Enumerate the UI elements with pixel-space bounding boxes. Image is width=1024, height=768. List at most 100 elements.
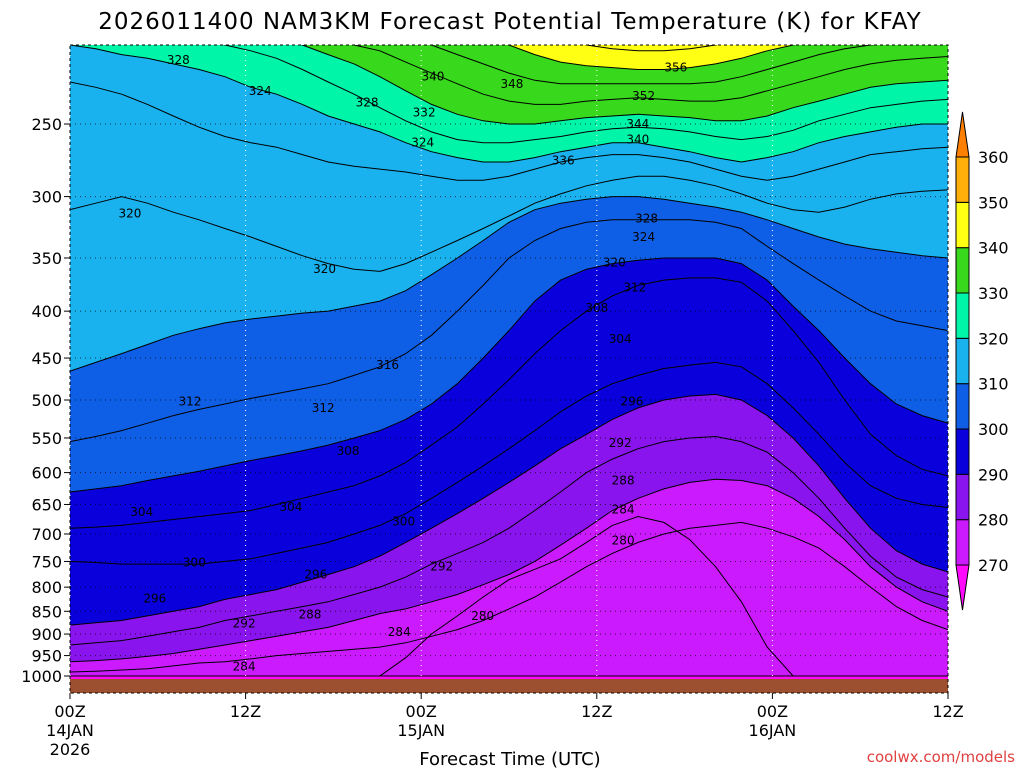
chart-title: 2026011400 NAM3KM Forecast Potential Tem… [98, 9, 921, 35]
colorbar-label: 300 [978, 420, 1009, 439]
y-tick-label: 850 [31, 602, 62, 621]
y-tick-label: 500 [31, 391, 62, 410]
contour-label: 324 [411, 136, 434, 150]
colorbar-label: 310 [978, 375, 1009, 394]
colorbar-band [955, 428, 970, 475]
x-axis-label: Forecast Time (UTC) [419, 749, 600, 768]
contour-label: 328 [167, 53, 190, 67]
colorbar-band [955, 156, 970, 203]
contour-label: 324 [632, 230, 655, 244]
x-tick-date: 15JAN [397, 721, 445, 740]
contour-label: 284 [612, 502, 635, 516]
x-tick-label: 00Z [757, 702, 788, 721]
colorbar-band [955, 383, 970, 430]
contour-label: 300 [392, 514, 415, 528]
x-tick-date: 16JAN [749, 721, 797, 740]
contour-label: 304 [130, 505, 153, 519]
contour-label: 300 [183, 556, 206, 570]
contour-label: 340 [421, 70, 444, 84]
x-tick-label: 12Z [932, 702, 963, 721]
colorbar-label: 330 [978, 284, 1009, 303]
contour-label: 344 [626, 117, 649, 131]
contour-label: 320 [119, 206, 142, 220]
y-tick-label: 400 [31, 302, 62, 321]
contour-label: 320 [603, 256, 626, 270]
contour-line-340 [351, 45, 948, 105]
contour-label: 304 [280, 500, 303, 514]
colorbar-band [955, 201, 970, 249]
contour-lines [70, 35, 948, 677]
contour-line-332 [222, 45, 948, 144]
x-tick-label: 12Z [230, 702, 261, 721]
contour-label: 356 [664, 61, 687, 75]
colorbar-label: 320 [978, 329, 1009, 348]
plot-area: 328 324 340 328 332 348 356 352 344 340 324 336 320 3… [70, 35, 948, 693]
contour-line-328 [70, 45, 948, 163]
contour-label: 280 [612, 534, 635, 548]
contour-line-312 [70, 219, 948, 443]
contour-label: 336 [552, 154, 575, 168]
contour-label: 292 [233, 617, 256, 631]
contour-label: 324 [249, 84, 272, 98]
contour-line-308 [70, 257, 948, 493]
contour-label: 332 [413, 106, 436, 120]
filled-contours [70, 45, 948, 693]
fill-band-280 [70, 516, 948, 693]
contour-label: 280 [471, 609, 494, 623]
contour-label: 284 [388, 625, 411, 639]
contour-label: 308 [337, 444, 360, 458]
contour-line-296 [70, 393, 948, 626]
colorbar-legend: 270 280 290 300 310 320 330 340 350 360 [955, 111, 1009, 611]
contour-label: 312 [623, 281, 646, 295]
x-tick-year: 2026 [50, 740, 91, 759]
contour-label: 312 [312, 401, 335, 415]
y-tick-label: 750 [31, 552, 62, 571]
contour-label: 352 [632, 89, 655, 103]
y-axis: 250 300 350 400 450 500 550 600 650 700 750 800 850 9… [21, 115, 70, 686]
contour-label: 292 [430, 560, 453, 574]
dotted-grid [70, 45, 948, 693]
contour-label: 288 [612, 473, 635, 487]
contour-line-288 [70, 478, 948, 663]
contour-label: 308 [585, 301, 608, 315]
colorbar-high-arrow [955, 111, 970, 158]
contour-labels: 328 324 340 328 332 348 356 352 344 340 324 336 320 3… [119, 53, 688, 674]
contour-label: 328 [635, 212, 658, 226]
contour-line-280 [70, 515, 948, 677]
colorbar-low-arrow [955, 564, 970, 611]
contour-label: 284 [233, 660, 256, 674]
contour-label: 304 [609, 332, 632, 346]
contour-label: 292 [609, 436, 632, 450]
plot-frame [69, 44, 949, 694]
ground-surface [70, 679, 948, 693]
y-tick-label: 900 [31, 625, 62, 644]
credit-text: coolwx.com/models [867, 748, 1015, 766]
colorbar-band [955, 473, 970, 521]
contour-label: 328 [356, 96, 379, 110]
y-tick-label: 600 [31, 464, 62, 483]
colorbar-label: 360 [978, 148, 1009, 167]
contour-label: 296 [620, 395, 643, 409]
contour-label: 348 [500, 77, 523, 91]
y-tick-label: 250 [31, 115, 62, 134]
contour-line-284 [70, 521, 948, 673]
contour-line-300 [70, 361, 948, 565]
contour-label: 296 [143, 591, 166, 605]
colorbar-band [955, 519, 970, 566]
colorbar-band [955, 247, 970, 294]
contour-line-292 [70, 435, 948, 646]
y-tick-label: 350 [31, 249, 62, 268]
y-tick-label: 550 [31, 429, 62, 448]
contour-line-356 [70, 35, 948, 37]
x-tick-label: 12Z [581, 702, 612, 721]
contour-line-324 [70, 81, 948, 181]
y-tick-label: 700 [31, 525, 62, 544]
contour-label: 296 [304, 568, 327, 582]
contour-label: 340 [626, 133, 649, 147]
x-tick-label: 00Z [54, 702, 85, 721]
colorbar-label: 280 [978, 511, 1009, 530]
contour-label: 312 [179, 395, 202, 409]
contour-line-344 [429, 45, 877, 85]
